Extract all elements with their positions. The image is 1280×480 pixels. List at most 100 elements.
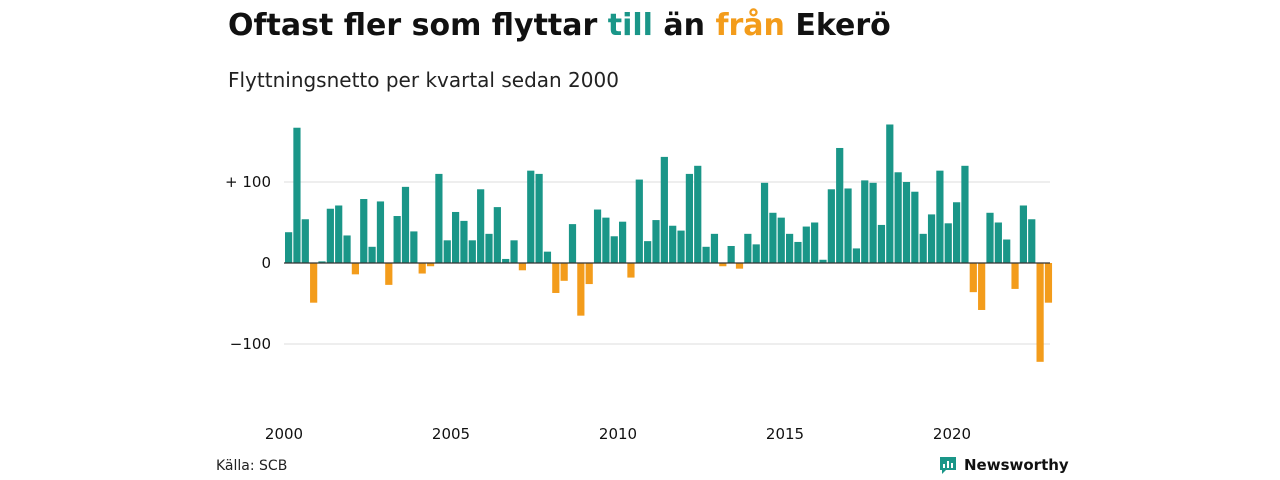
bar <box>543 251 552 263</box>
bar <box>460 220 468 263</box>
title-till: till <box>607 8 653 43</box>
bar <box>335 205 343 263</box>
bar <box>844 188 852 263</box>
bar <box>560 263 568 281</box>
bar <box>343 235 351 263</box>
bar <box>986 212 994 263</box>
bar <box>978 263 986 310</box>
title-fran: från <box>715 8 785 43</box>
bar <box>894 172 902 263</box>
bar <box>811 222 819 263</box>
bar <box>527 170 535 263</box>
y-tick-label: + 100 <box>225 173 271 191</box>
bar <box>685 173 693 263</box>
bar <box>568 224 577 263</box>
bar <box>911 191 919 263</box>
title-part-2: än <box>652 8 716 43</box>
bar <box>326 208 334 263</box>
bar <box>368 246 376 263</box>
bar <box>1019 205 1027 263</box>
bar <box>293 127 301 263</box>
bar <box>577 263 585 316</box>
bar <box>376 201 385 263</box>
bar <box>635 179 643 263</box>
title-part-1: Oftast fler som flyttar <box>228 8 608 43</box>
bar <box>677 230 685 263</box>
bar <box>502 258 510 263</box>
bar <box>301 219 309 263</box>
bar <box>777 217 785 263</box>
bar <box>401 186 410 263</box>
bar <box>318 261 326 263</box>
bar <box>702 246 710 263</box>
bar <box>493 207 501 263</box>
bar <box>852 248 860 263</box>
bar <box>610 236 618 263</box>
bar <box>919 233 927 263</box>
bar <box>936 170 944 263</box>
bar <box>877 224 886 263</box>
source-note: Källa: SCB <box>216 458 288 474</box>
bar <box>861 180 869 263</box>
bar <box>619 221 627 263</box>
bar <box>477 189 485 263</box>
bar <box>426 263 435 267</box>
bar <box>760 182 769 263</box>
bar <box>1028 219 1036 263</box>
y-axis-labels: + 100 0 −100 <box>225 173 271 353</box>
bar <box>310 263 318 303</box>
bar <box>585 263 593 285</box>
bar <box>652 220 660 263</box>
y-tick-label: −100 <box>230 335 271 353</box>
bar <box>1036 263 1044 362</box>
bar <box>627 263 635 278</box>
bar <box>944 223 952 263</box>
bar <box>593 209 602 263</box>
bar <box>418 263 426 274</box>
bar <box>1003 239 1011 263</box>
bar <box>969 263 977 293</box>
brand-logo: Newsworthy <box>938 455 1069 475</box>
bar <box>485 233 493 263</box>
bar <box>719 263 727 267</box>
bar-chart: + 100 0 −100 2000 2005 2010 2015 2020 <box>225 124 1053 443</box>
bars <box>285 124 1053 362</box>
bar <box>710 233 719 263</box>
newsworthy-logo-icon <box>940 457 956 474</box>
bar <box>285 232 293 263</box>
bar <box>385 263 393 285</box>
bar <box>961 165 969 263</box>
chart-subtitle: Flyttningsnetto per kvartal sedan 2000 <box>228 68 619 92</box>
bar <box>669 225 677 263</box>
y-tick-label: 0 <box>261 254 271 272</box>
bar <box>869 182 877 263</box>
bar <box>435 173 443 263</box>
bar <box>802 226 810 263</box>
bar <box>660 156 668 263</box>
bar <box>443 240 451 263</box>
bar <box>602 217 610 263</box>
chart-title: Oftast fler som flyttar till än från Eke… <box>228 8 891 43</box>
x-tick-label: 2005 <box>432 425 470 443</box>
bar <box>819 259 827 263</box>
bar <box>727 245 735 263</box>
bar <box>752 244 760 263</box>
bar <box>886 124 894 264</box>
bar <box>769 212 777 263</box>
bar <box>1044 263 1053 303</box>
x-axis-labels: 2000 2005 2010 2015 2020 <box>265 425 971 443</box>
bar <box>393 216 401 263</box>
bar <box>510 240 518 263</box>
title-part-3: Ekerö <box>784 8 891 43</box>
bar <box>827 189 835 263</box>
bar <box>535 173 543 263</box>
bar <box>735 263 744 269</box>
x-tick-label: 2015 <box>766 425 804 443</box>
bar <box>351 263 359 275</box>
bar <box>836 147 844 263</box>
bar <box>468 240 476 263</box>
bar <box>552 263 560 293</box>
bar <box>786 233 794 263</box>
x-tick-label: 2020 <box>933 425 971 443</box>
bar <box>927 214 936 263</box>
